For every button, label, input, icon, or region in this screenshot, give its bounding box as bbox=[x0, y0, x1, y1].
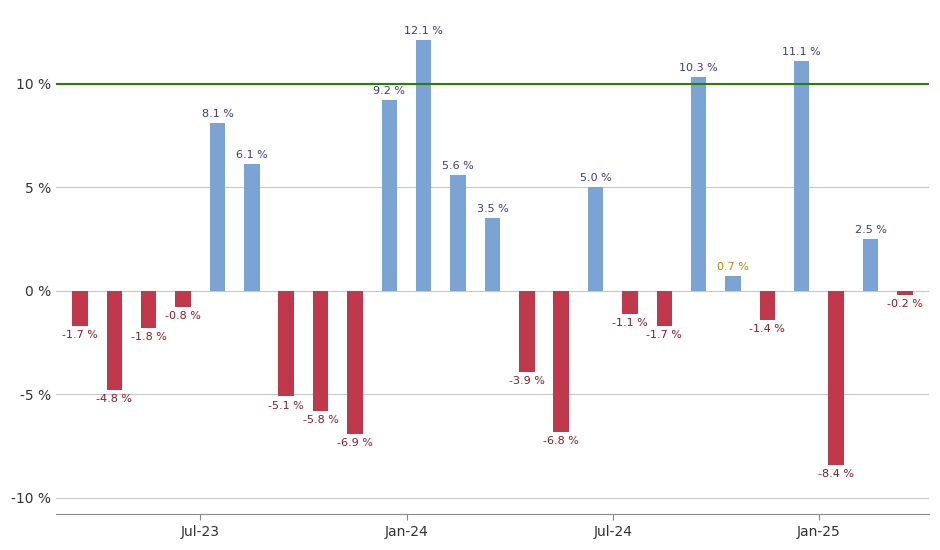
Text: 10.3 %: 10.3 % bbox=[680, 63, 718, 73]
Bar bbox=[691, 78, 706, 291]
Bar bbox=[278, 291, 294, 397]
Bar bbox=[863, 239, 878, 291]
Bar bbox=[382, 100, 397, 291]
Bar bbox=[794, 61, 809, 291]
Text: -1.4 %: -1.4 % bbox=[749, 324, 785, 334]
Text: 2.5 %: 2.5 % bbox=[854, 225, 886, 235]
Bar bbox=[897, 291, 913, 295]
Bar bbox=[210, 123, 226, 291]
Text: -3.9 %: -3.9 % bbox=[509, 376, 545, 386]
Text: -5.8 %: -5.8 % bbox=[303, 415, 338, 425]
Bar bbox=[141, 291, 156, 328]
Bar bbox=[313, 291, 328, 411]
Bar bbox=[554, 291, 569, 432]
Bar bbox=[622, 291, 637, 313]
Text: -6.9 %: -6.9 % bbox=[337, 438, 373, 448]
Bar bbox=[656, 291, 672, 326]
Text: -5.1 %: -5.1 % bbox=[268, 400, 305, 410]
Text: 9.2 %: 9.2 % bbox=[373, 86, 405, 96]
Bar bbox=[72, 291, 87, 326]
Bar bbox=[347, 291, 363, 434]
Text: 6.1 %: 6.1 % bbox=[236, 150, 268, 160]
Text: -1.8 %: -1.8 % bbox=[131, 332, 166, 342]
Bar bbox=[106, 291, 122, 390]
Bar bbox=[244, 164, 259, 291]
Text: 12.1 %: 12.1 % bbox=[404, 26, 443, 36]
Bar bbox=[588, 187, 603, 291]
Text: 11.1 %: 11.1 % bbox=[782, 47, 822, 57]
Text: -8.4 %: -8.4 % bbox=[818, 469, 854, 479]
Bar bbox=[176, 291, 191, 307]
Text: -1.1 %: -1.1 % bbox=[612, 318, 648, 328]
Bar bbox=[450, 175, 466, 291]
Text: 5.0 %: 5.0 % bbox=[580, 173, 611, 183]
Text: 3.5 %: 3.5 % bbox=[477, 204, 509, 214]
Text: -0.2 %: -0.2 % bbox=[887, 299, 923, 309]
Bar bbox=[828, 291, 844, 465]
Bar bbox=[760, 291, 776, 320]
Text: -0.8 %: -0.8 % bbox=[165, 311, 201, 321]
Text: -6.8 %: -6.8 % bbox=[543, 436, 579, 446]
Text: -1.7 %: -1.7 % bbox=[647, 330, 682, 340]
Bar bbox=[416, 40, 431, 291]
Bar bbox=[519, 291, 535, 372]
Text: 8.1 %: 8.1 % bbox=[201, 109, 233, 119]
Text: 0.7 %: 0.7 % bbox=[717, 262, 749, 272]
Text: -1.7 %: -1.7 % bbox=[62, 330, 98, 340]
Text: -4.8 %: -4.8 % bbox=[97, 394, 133, 404]
Text: 5.6 %: 5.6 % bbox=[442, 161, 474, 170]
Bar bbox=[726, 276, 741, 291]
Bar bbox=[485, 218, 500, 291]
